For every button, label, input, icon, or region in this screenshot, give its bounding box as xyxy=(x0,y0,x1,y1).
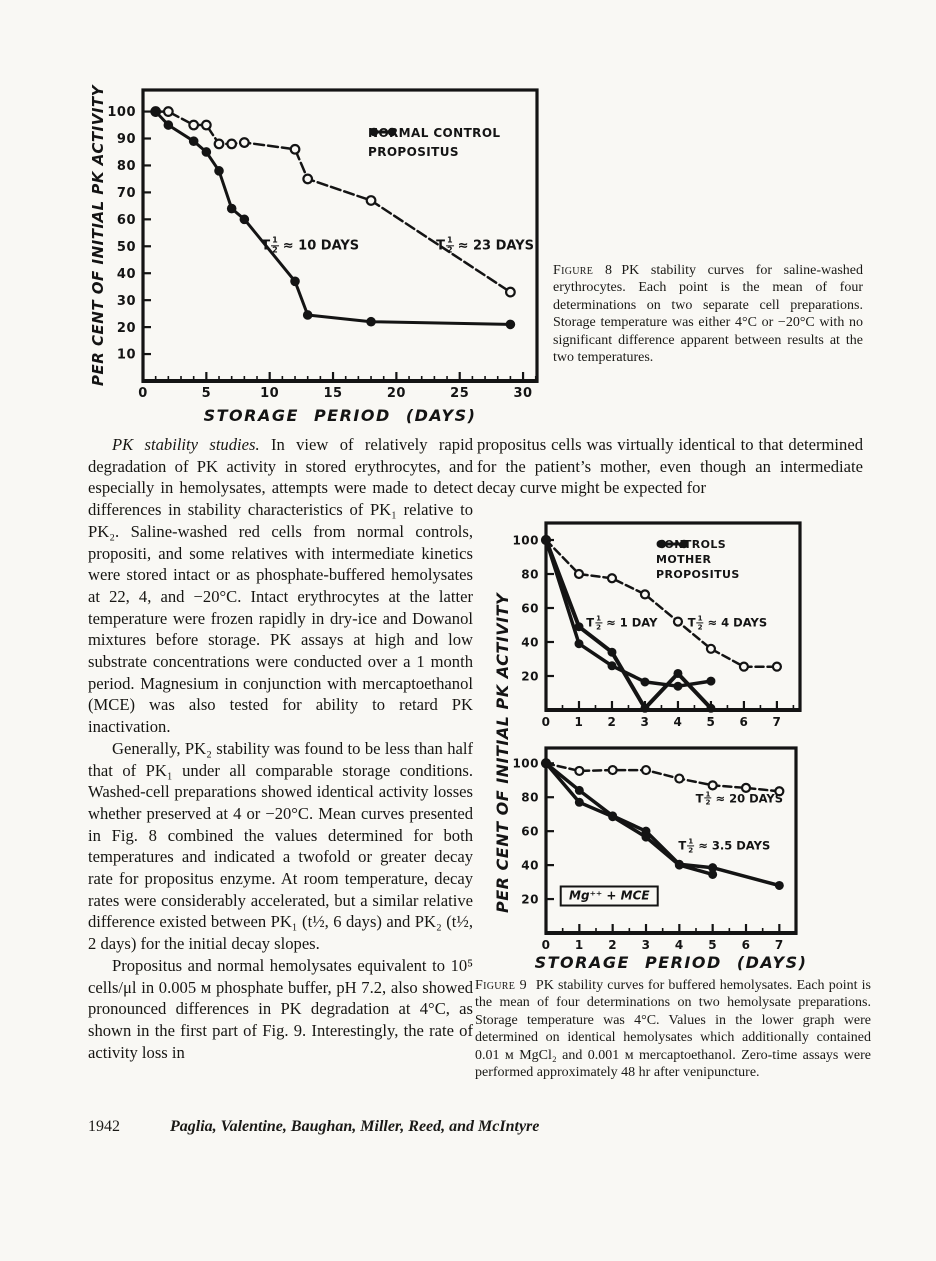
svg-text:60: 60 xyxy=(521,601,539,615)
figure9-lower-chart: 0 1 2 3 4 5 6 7 20 40 60 80 100 STORAGE PERIOD (DAYS)… xyxy=(490,740,835,975)
svg-text:6: 6 xyxy=(739,715,748,729)
figure8-caption: Figure 8 PK stability curves for saline-w… xyxy=(553,262,863,366)
svg-text:4: 4 xyxy=(675,938,684,952)
svg-text:20: 20 xyxy=(521,892,539,906)
running-authors: Paglia, Valentine, Baughan, Miller, Reed… xyxy=(170,1118,540,1135)
paragraph-generally: Generally, PK₂ stability was found to be… xyxy=(88,738,473,954)
svg-text:80: 80 xyxy=(521,791,539,805)
figure8-caption-text: PK stability curves for saline-washed er… xyxy=(553,263,863,366)
svg-text:90: 90 xyxy=(117,132,136,147)
svg-text:100: 100 xyxy=(512,757,539,771)
svg-text:20: 20 xyxy=(387,386,406,401)
svg-text:60: 60 xyxy=(117,213,136,228)
figure9-lower-plot: 0 1 2 3 4 5 6 7 20 40 60 80 100 STORAGE PERIOD (DAYS) xyxy=(512,746,808,972)
svg-text:6: 6 xyxy=(742,938,751,952)
body-right-column: propositus cells was virtually identical… xyxy=(477,434,863,499)
svg-text:4: 4 xyxy=(674,715,683,729)
figure9-upper-plot: 0 1 2 3 4 5 6 7 20 40 60 80 100 xyxy=(512,521,802,729)
paragraph-propositus-hemolysates: Propositus and normal hemolysates equiva… xyxy=(88,955,473,1062)
figure9-caption-label: Figure 9 xyxy=(475,978,527,993)
svg-text:60: 60 xyxy=(521,824,539,838)
svg-text:80: 80 xyxy=(521,567,539,581)
svg-text:1: 1 xyxy=(575,715,584,729)
svg-text:15: 15 xyxy=(323,386,342,401)
paragraph-lead-italic: PK stability studies. xyxy=(112,435,260,454)
figure9-caption-text: PK stability curves for buffered hemolys… xyxy=(475,978,871,1081)
svg-text:1: 1 xyxy=(575,938,584,952)
svg-text:STORAGE PERIOD (DAYS): STORAGE PERIOD (DAYS) xyxy=(204,406,477,425)
svg-text:70: 70 xyxy=(117,186,136,201)
svg-text:10: 10 xyxy=(260,386,279,401)
svg-text:25: 25 xyxy=(450,386,469,401)
figure8-caption-label: Figure 8 xyxy=(553,263,613,278)
page-footer: 1942 Paglia, Valentine, Baughan, Miller, … xyxy=(88,1118,539,1136)
figure9-caption: Figure 9 PK stability curves for buffered… xyxy=(475,977,871,1081)
svg-text:7: 7 xyxy=(772,715,781,729)
body-left-column: PK stability studies. In view of relativ… xyxy=(88,434,473,1063)
svg-text:STORAGE PERIOD (DAYS): STORAGE PERIOD (DAYS) xyxy=(535,953,808,972)
svg-text:5: 5 xyxy=(202,386,212,401)
svg-text:2: 2 xyxy=(608,715,617,729)
figure8-chart: PER CENT OF INITIAL PK ACTIVITY 0 5 10 15 20… xyxy=(85,85,547,431)
svg-text:20: 20 xyxy=(117,321,136,336)
svg-text:7: 7 xyxy=(775,938,784,952)
svg-text:5: 5 xyxy=(708,938,717,952)
figure8-plot: 0 5 10 15 20 25 30 10 20 30 40 50 60 70 80 90 100 STORAGE… xyxy=(107,88,539,425)
svg-text:5: 5 xyxy=(707,715,716,729)
svg-text:80: 80 xyxy=(117,159,136,174)
svg-text:10: 10 xyxy=(117,348,136,363)
svg-text:3: 3 xyxy=(641,715,650,729)
svg-text:0: 0 xyxy=(542,938,551,952)
svg-text:30: 30 xyxy=(117,294,136,309)
svg-text:0: 0 xyxy=(138,386,148,401)
svg-text:100: 100 xyxy=(512,533,539,547)
svg-text:40: 40 xyxy=(521,635,539,649)
svg-text:40: 40 xyxy=(521,858,539,872)
page-number: 1942 xyxy=(88,1118,120,1135)
svg-text:50: 50 xyxy=(117,240,136,255)
svg-text:3: 3 xyxy=(642,938,651,952)
paragraph-pk-stability-studies: PK stability studies. In view of relativ… xyxy=(88,434,473,738)
paragraph-continuation: propositus cells was virtually identical… xyxy=(477,435,863,498)
figure9-upper-chart: 0 1 2 3 4 5 6 7 20 40 60 80 100 T 1 2 ≈ 1 DAY T 1 2 ≈ 4 DAY… xyxy=(490,517,835,739)
svg-text:0: 0 xyxy=(542,715,551,729)
svg-text:2: 2 xyxy=(608,938,617,952)
paragraph-text: In view of relatively rapid degradation … xyxy=(88,435,474,737)
svg-text:20: 20 xyxy=(521,669,539,683)
svg-text:30: 30 xyxy=(514,386,533,401)
svg-text:100: 100 xyxy=(107,105,136,120)
svg-text:40: 40 xyxy=(117,267,136,282)
